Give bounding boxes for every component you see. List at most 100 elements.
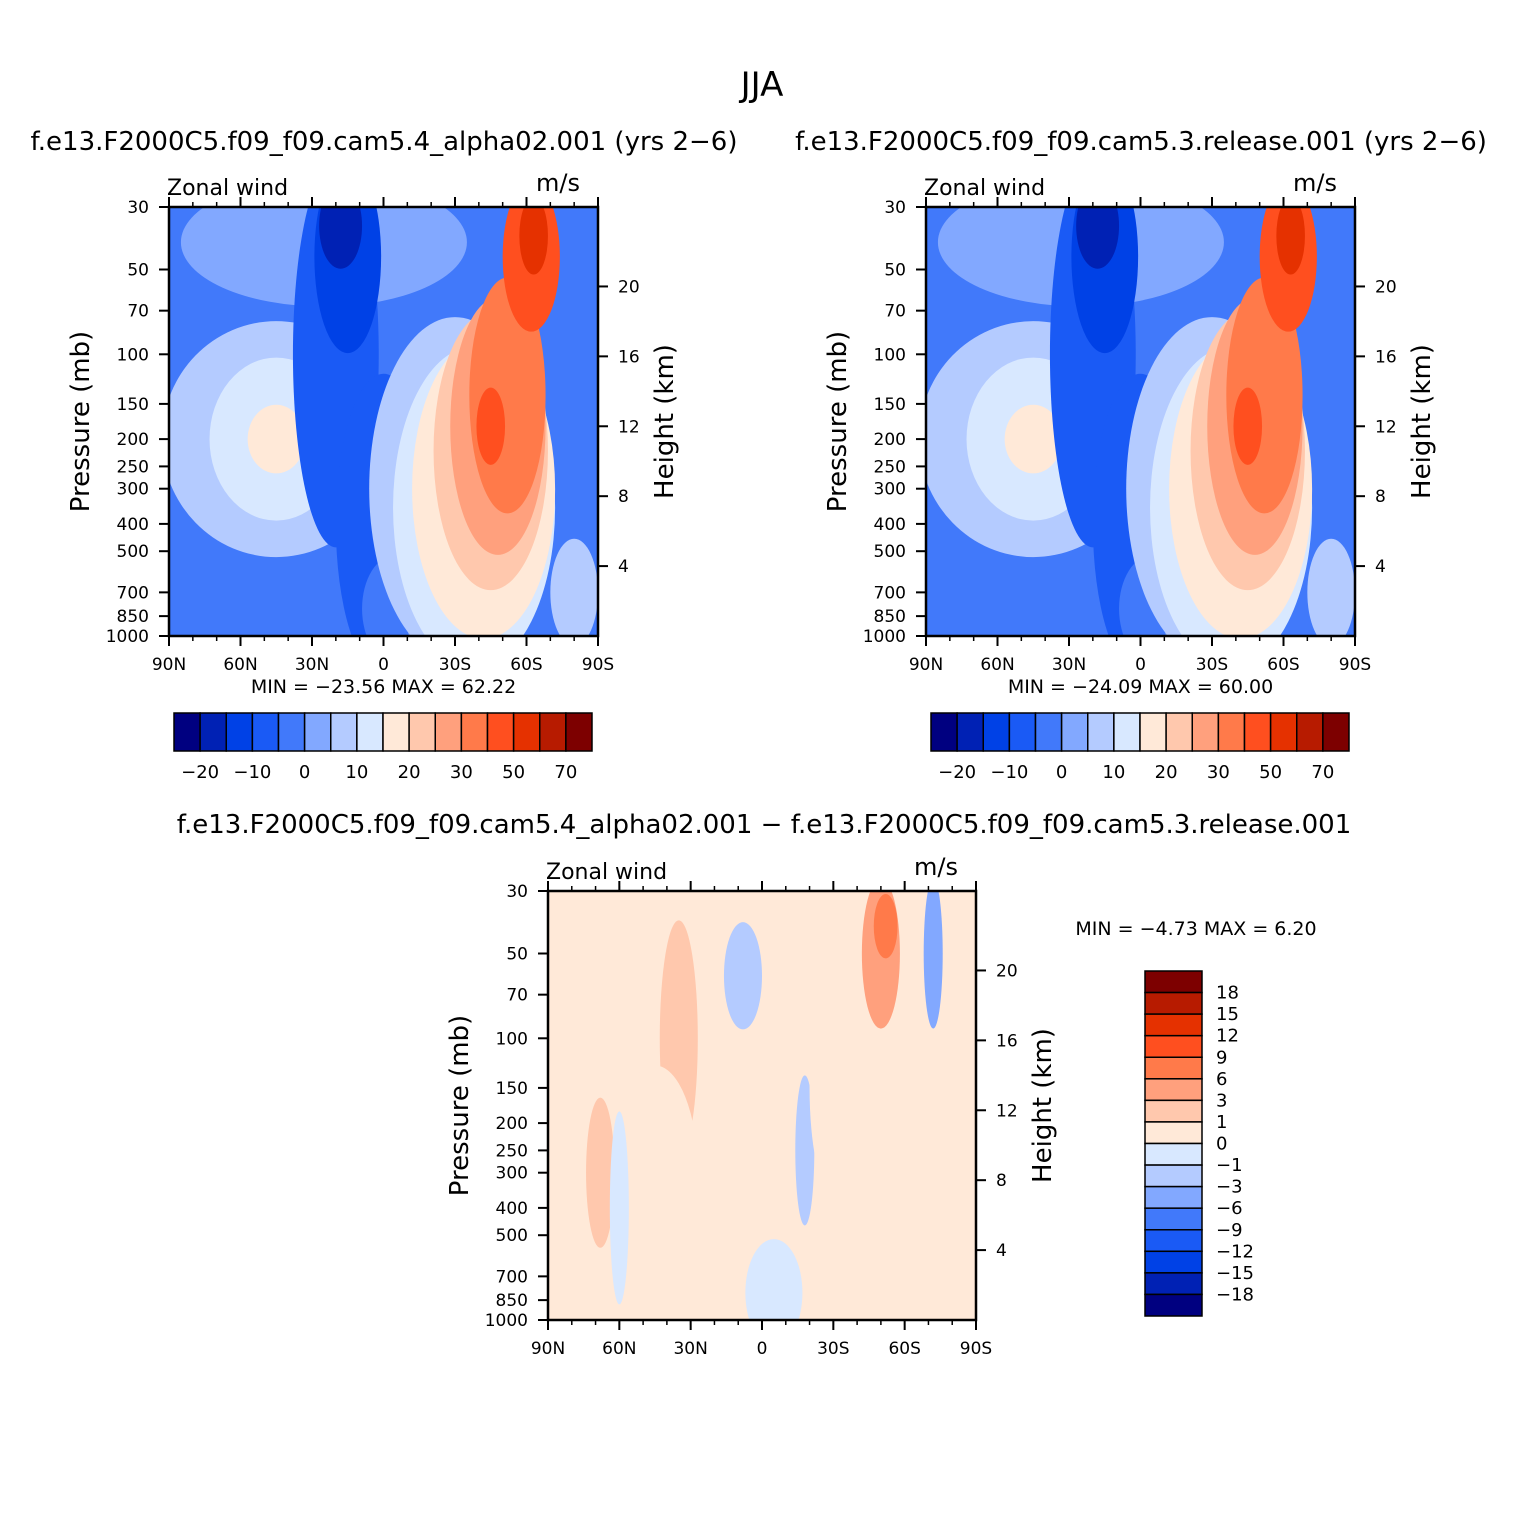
y-tick-label: 30	[127, 198, 149, 218]
colorbar-swatch	[1144, 1121, 1203, 1145]
panel-model-a: 90N 60N 30N 0 30S 60S 90S305070100150200250300…	[66, 169, 680, 783]
y-tick-label: 400	[496, 1199, 528, 1219]
y-tick-label: 50	[884, 260, 906, 280]
colorbar-label: 0	[1216, 1134, 1227, 1155]
colorbar-label: −10	[233, 762, 271, 783]
colorbar-swatch	[1243, 712, 1272, 752]
x-tick-label: 90N	[909, 655, 943, 675]
y-tick-label: 150	[874, 395, 906, 415]
colorbar-label: −20	[181, 762, 219, 783]
contour-region	[873, 894, 898, 959]
colorbar-swatch	[1296, 712, 1324, 752]
x-tick-label: 0	[1135, 655, 1146, 675]
colorbar-swatch	[930, 712, 958, 752]
colorbar-label: −12	[1216, 1241, 1254, 1262]
colorbar-label: 15	[1216, 1004, 1239, 1025]
colorbar-swatch	[1144, 1293, 1203, 1317]
colorbar-label: 1	[1216, 1112, 1227, 1133]
contour-region	[247, 404, 305, 474]
colorbar-label: −20	[938, 762, 976, 783]
y-tick-label: 850	[117, 607, 149, 627]
y-tick-label: 50	[127, 260, 149, 280]
min-max-text: MIN = −24.09 MAX = 60.00	[1008, 676, 1273, 698]
colorbar-swatch	[382, 712, 410, 752]
colorbar-swatch	[1034, 712, 1063, 752]
colorbar-swatch	[1144, 1034, 1203, 1058]
y-tick-label: 500	[496, 1226, 528, 1246]
colorbar-label: −3	[1216, 1177, 1243, 1198]
y-tick-label: 1000	[863, 627, 906, 647]
height-tick-label: 8	[618, 487, 629, 507]
colorbar-swatch	[303, 712, 332, 752]
y-tick-label: 150	[117, 395, 149, 415]
height-axis-label: Height (km)	[1028, 1028, 1058, 1183]
colorbar-label: 0	[1056, 762, 1067, 783]
height-axis-label: Height (km)	[1407, 344, 1437, 499]
contour-region	[476, 387, 506, 465]
y-tick-label: 200	[117, 430, 149, 450]
height-tick-label: 12	[618, 417, 640, 437]
y-tick-label: 250	[874, 457, 906, 477]
colorbar-swatch	[1144, 1099, 1203, 1123]
height-tick-label: 20	[618, 277, 640, 297]
contour-region	[519, 207, 548, 275]
colorbar-label: 3	[1216, 1090, 1227, 1111]
colorbar-label: −6	[1216, 1198, 1243, 1219]
panel-model-b: 90N 60N 30N 0 30S 60S 90S305070100150200250300…	[823, 169, 1437, 783]
y-tick-label: 200	[496, 1114, 528, 1134]
y-tick-label: 300	[117, 480, 149, 500]
colorbar-swatch	[1144, 1056, 1203, 1080]
contour-region	[723, 922, 762, 1030]
colorbar-label: 0	[299, 762, 310, 783]
height-tick-label: 16	[618, 347, 640, 367]
colorbar-swatch	[330, 712, 358, 752]
colorbar-label: −18	[1216, 1284, 1254, 1305]
colorbar-swatch	[173, 712, 201, 752]
y-tick-label: 150	[496, 1079, 528, 1099]
height-tick-label: 20	[1375, 277, 1397, 297]
colorbar-swatch	[356, 712, 384, 752]
contour-region	[550, 538, 598, 636]
y-tick-label: 700	[117, 583, 149, 603]
colorbar-label: −15	[1216, 1263, 1254, 1284]
y-tick-label: 30	[884, 198, 906, 218]
contour-region	[1233, 387, 1263, 465]
y-tick-label: 700	[874, 583, 906, 603]
x-tick-label: 30S	[817, 1339, 849, 1359]
y-tick-label: 30	[506, 882, 528, 902]
colorbar-label: 10	[1102, 762, 1125, 783]
colorbar-swatch	[982, 712, 1011, 752]
x-tick-label: 30N	[295, 655, 329, 675]
x-tick-label: 90S	[1339, 655, 1371, 675]
y-axis-label: Pressure (mb)	[823, 331, 853, 512]
colorbar-label: 50	[502, 762, 525, 783]
y-tick-label: 250	[496, 1141, 528, 1161]
figure-title: JJA	[739, 65, 784, 105]
x-tick-label: 30N	[1052, 655, 1086, 675]
colorbar-label: 12	[1216, 1026, 1239, 1047]
y-tick-label: 200	[874, 430, 906, 450]
colorbar-swatch	[1144, 1207, 1203, 1231]
height-tick-label: 20	[996, 961, 1018, 981]
colorbar-swatch	[277, 712, 306, 752]
colorbar-label: 10	[345, 762, 368, 783]
colorbar-swatch	[1144, 1185, 1203, 1209]
colorbar-swatch	[1144, 1078, 1203, 1102]
y-tick-label: 400	[117, 515, 149, 535]
colorbar-swatch	[1008, 712, 1037, 752]
colorbar-label: −1	[1216, 1155, 1243, 1176]
contour-region	[842, 1193, 872, 1320]
colorbar-swatch	[1144, 1142, 1203, 1166]
colorbar-label: 9	[1216, 1047, 1227, 1068]
y-tick-label: 100	[117, 345, 149, 365]
y-tick-label: 100	[496, 1029, 528, 1049]
colorbar-label: 30	[450, 762, 473, 783]
x-tick-label: 60S	[888, 1339, 920, 1359]
y-tick-label: 100	[874, 345, 906, 365]
contour-region	[795, 1075, 815, 1226]
contour-region	[609, 1111, 629, 1305]
colorbar-swatch	[460, 712, 489, 752]
y-tick-label: 70	[127, 302, 149, 322]
variable-label: Zonal wind	[546, 860, 667, 885]
